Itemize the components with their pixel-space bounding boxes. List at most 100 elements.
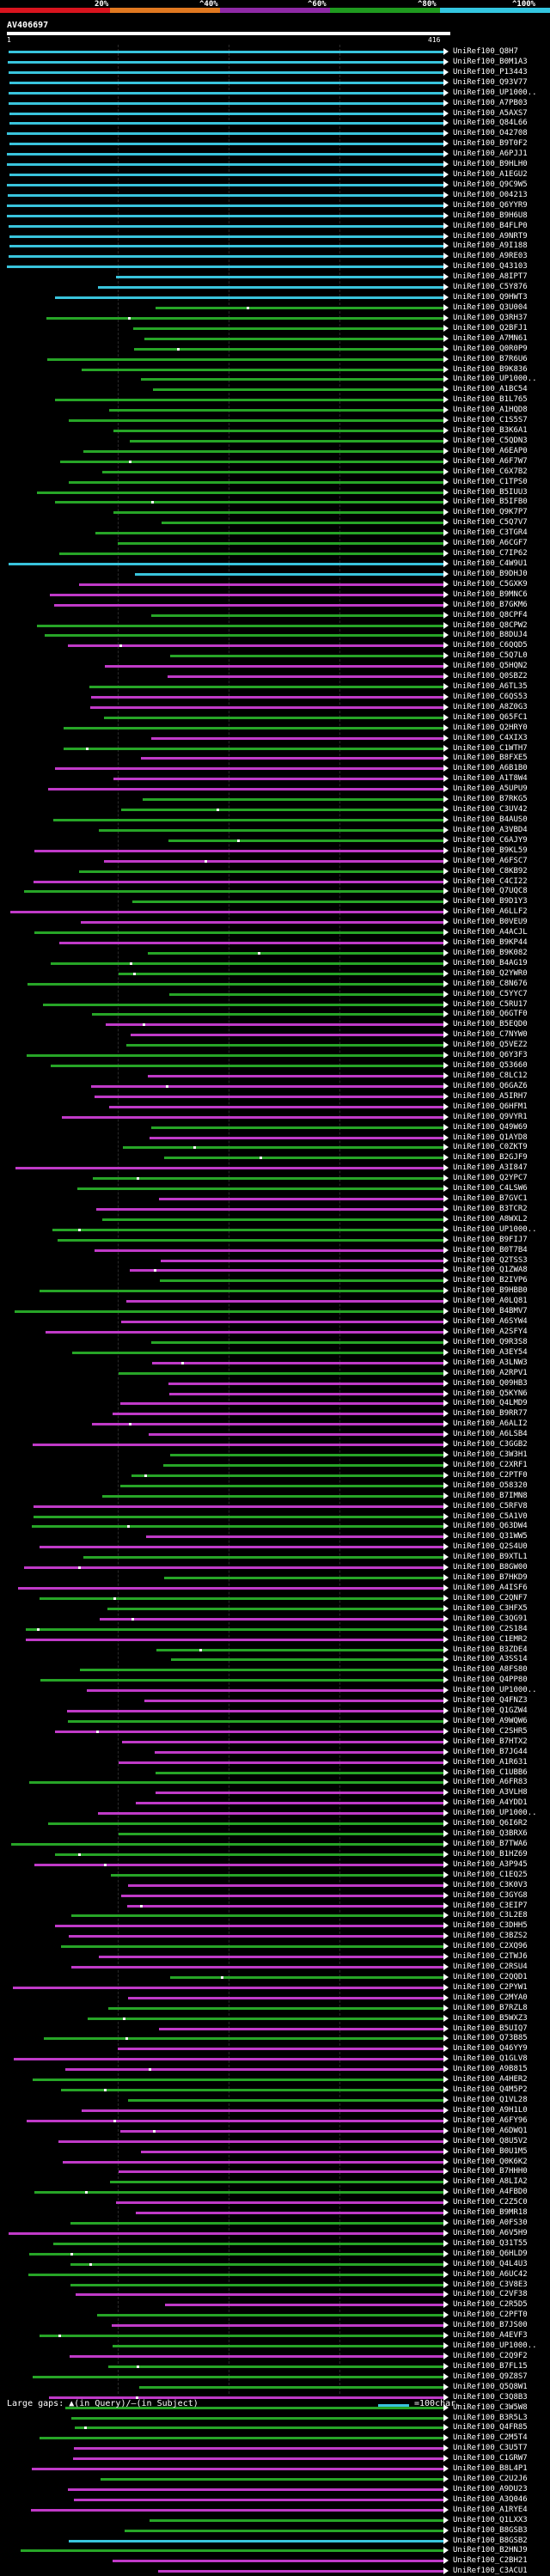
hit-row[interactable]: UniRef100_B5UIQ7: [0, 2024, 550, 2034]
hit-label[interactable]: UniRef100_B9MR18: [453, 2208, 528, 2217]
hit-row[interactable]: UniRef100_A3Q046: [0, 2494, 550, 2505]
hit-label[interactable]: UniRef100_B7JS00: [453, 2321, 528, 2329]
hit-label[interactable]: UniRef100_C5RFV8: [453, 1502, 528, 1511]
hit-label[interactable]: UniRef100_C2PFT0: [453, 2310, 528, 2319]
hit-label[interactable]: UniRef100_C0ZKT9: [453, 1143, 528, 1151]
hit-row[interactable]: UniRef100_C2Q9F2: [0, 2351, 550, 2361]
hit-row[interactable]: UniRef100_B3R5L3: [0, 2413, 550, 2423]
hit-label[interactable]: UniRef100_B2GJF9: [453, 1153, 528, 1162]
hit-row[interactable]: UniRef100_B7RZL8: [0, 2003, 550, 2013]
hit-row[interactable]: UniRef100_C3W5W8: [0, 2402, 550, 2413]
hit-label[interactable]: UniRef100_B4BMV7: [453, 1307, 528, 1315]
hit-row[interactable]: UniRef100_C4XIX3: [0, 733, 550, 743]
hit-label[interactable]: UniRef100_A9DU23: [453, 2485, 528, 2494]
hit-label[interactable]: UniRef100_A4ISF6: [453, 1584, 528, 1592]
hit-label[interactable]: UniRef100_C4W9U1: [453, 559, 528, 568]
hit-row[interactable]: UniRef100_A0LQ81: [0, 1296, 550, 1306]
hit-row[interactable]: UniRef100_B0VEU9: [0, 917, 550, 927]
hit-row[interactable]: UniRef100_P13443: [0, 67, 550, 77]
hit-row[interactable]: UniRef100_C5RFV8: [0, 1501, 550, 1511]
hit-row[interactable]: UniRef100_B1HZ69: [0, 1849, 550, 1859]
hit-row[interactable]: UniRef100_B4AG19: [0, 958, 550, 968]
hit-label[interactable]: UniRef100_UP1000..: [453, 89, 537, 97]
hit-row[interactable]: UniRef100_A6PJJ1: [0, 149, 550, 159]
hit-label[interactable]: UniRef100_C5RU17: [453, 1000, 528, 1009]
hit-row[interactable]: UniRef100_B7R6U6: [0, 354, 550, 364]
hit-row[interactable]: UniRef100_A9RE03: [0, 251, 550, 261]
hit-row[interactable]: UniRef100_Q5HQN2: [0, 661, 550, 671]
hit-label[interactable]: UniRef100_C3TGR4: [453, 528, 528, 537]
hit-row[interactable]: UniRef100_Q6HLD9: [0, 2249, 550, 2259]
hit-row[interactable]: UniRef100_C3EIP7: [0, 1901, 550, 1911]
hit-label[interactable]: UniRef100_C6QS53: [453, 693, 528, 701]
hit-row[interactable]: UniRef100_Q3BRX6: [0, 1828, 550, 1839]
hit-label[interactable]: UniRef100_Q4LMD9: [453, 1399, 528, 1407]
hit-row[interactable]: UniRef100_A6F7W7: [0, 456, 550, 467]
hit-label[interactable]: UniRef100_B7HKD9: [453, 1573, 528, 1582]
hit-label[interactable]: UniRef100_Q2YPC7: [453, 1174, 528, 1182]
hit-row[interactable]: UniRef100_C5QDN3: [0, 436, 550, 446]
hit-label[interactable]: UniRef100_A1EGU2: [453, 170, 528, 179]
hit-row[interactable]: UniRef100_A9DU23: [0, 2484, 550, 2494]
hit-row[interactable]: UniRef100_C3QG91: [0, 1614, 550, 1624]
hit-row[interactable]: UniRef100_B1L765: [0, 394, 550, 405]
hit-label[interactable]: UniRef100_B9KP44: [453, 938, 528, 947]
hit-label[interactable]: UniRef100_B4FLP0: [453, 222, 528, 230]
hit-label[interactable]: UniRef100_Q9C9W5: [453, 180, 528, 189]
hit-row[interactable]: UniRef100_A6V5H9: [0, 2228, 550, 2238]
hit-label[interactable]: UniRef100_C3Q8B3: [453, 2393, 528, 2402]
hit-label[interactable]: UniRef100_A3VBD4: [453, 826, 528, 834]
hit-row[interactable]: UniRef100_A5IRH7: [0, 1091, 550, 1102]
hit-row[interactable]: UniRef100_A3VLH8: [0, 1787, 550, 1798]
hit-row[interactable]: UniRef100_C8N676: [0, 979, 550, 989]
hit-label[interactable]: UniRef100_C7IP62: [453, 549, 528, 558]
hit-label[interactable]: UniRef100_A6LLF2: [453, 907, 528, 916]
hit-label[interactable]: UniRef100_Q6HLD9: [453, 2249, 528, 2258]
hit-row[interactable]: UniRef100_A6FSC7: [0, 856, 550, 866]
hit-label[interactable]: UniRef100_B2IVP6: [453, 1276, 528, 1285]
hit-label[interactable]: UniRef100_C3HFX5: [453, 1604, 528, 1613]
hit-row[interactable]: UniRef100_C2TWJ6: [0, 1951, 550, 1962]
hit-row[interactable]: UniRef100_B5EQD0: [0, 1019, 550, 1029]
hit-row[interactable]: UniRef100_Q4L4U3: [0, 2259, 550, 2269]
hit-label[interactable]: UniRef100_Q9K7P7: [453, 508, 528, 516]
hit-label[interactable]: UniRef100_B8GW00: [453, 1563, 528, 1572]
hit-label[interactable]: UniRef100_Q4FNZ3: [453, 1696, 528, 1705]
hit-label[interactable]: UniRef100_Q1GZW4: [453, 1706, 528, 1715]
hit-label[interactable]: UniRef100_A6SYW4: [453, 1317, 528, 1326]
hit-label[interactable]: UniRef100_A8Z0G3: [453, 703, 528, 711]
hit-row[interactable]: UniRef100_B9RR77: [0, 1408, 550, 1419]
hit-row[interactable]: UniRef100_Q1AYD8: [0, 1132, 550, 1143]
hit-label[interactable]: UniRef100_C2QNF7: [453, 1594, 528, 1602]
hit-label[interactable]: UniRef100_B7HHH0: [453, 2167, 528, 2176]
hit-row[interactable]: UniRef100_A8Z0G3: [0, 702, 550, 712]
hit-row[interactable]: UniRef100_A1RYE4: [0, 2505, 550, 2515]
hit-row[interactable]: UniRef100_A6B1B0: [0, 763, 550, 773]
hit-row[interactable]: UniRef100_C2XRF1: [0, 1460, 550, 1470]
hit-row[interactable]: UniRef100_O04213: [0, 190, 550, 200]
hit-label[interactable]: UniRef100_Q6I6R2: [453, 1819, 528, 1828]
hit-row[interactable]: UniRef100_C3U5T7: [0, 2443, 550, 2453]
hit-row[interactable]: UniRef100_B2IVP6: [0, 1275, 550, 1285]
hit-label[interactable]: UniRef100_C8N676: [453, 980, 528, 988]
hit-label[interactable]: UniRef100_O42708: [453, 129, 528, 137]
hit-row[interactable]: UniRef100_A6DWQ1: [0, 2126, 550, 2136]
hit-row[interactable]: UniRef100_A8FS80: [0, 1664, 550, 1675]
hit-label[interactable]: UniRef100_A8LIA2: [453, 2177, 528, 2186]
hit-label[interactable]: UniRef100_C2R5D5: [453, 2300, 528, 2309]
hit-row[interactable]: UniRef100_Q46YY9: [0, 2043, 550, 2054]
hit-label[interactable]: UniRef100_A3VLH8: [453, 1788, 528, 1797]
hit-row[interactable]: UniRef100_B7HTX2: [0, 1737, 550, 1747]
hit-label[interactable]: UniRef100_UP1000..: [453, 1686, 537, 1694]
hit-row[interactable]: UniRef100_A6LSB4: [0, 1429, 550, 1439]
hit-row[interactable]: UniRef100_B7JG44: [0, 1747, 550, 1757]
hit-row[interactable]: UniRef100_Q0SBZ2: [0, 671, 550, 681]
hit-row[interactable]: UniRef100_C2RSU4: [0, 1962, 550, 1972]
hit-row[interactable]: UniRef100_Q6GAZ6: [0, 1081, 550, 1091]
hit-row[interactable]: UniRef100_Q5KYN6: [0, 1389, 550, 1399]
hit-row[interactable]: UniRef100_C5A1V0: [0, 1511, 550, 1522]
hit-row[interactable]: UniRef100_C2U2J6: [0, 2474, 550, 2484]
hit-label[interactable]: UniRef100_C3DHH5: [453, 1921, 528, 1930]
hit-row[interactable]: UniRef100_Q6I6R2: [0, 1818, 550, 1828]
hit-row[interactable]: UniRef100_C4W9U1: [0, 559, 550, 569]
